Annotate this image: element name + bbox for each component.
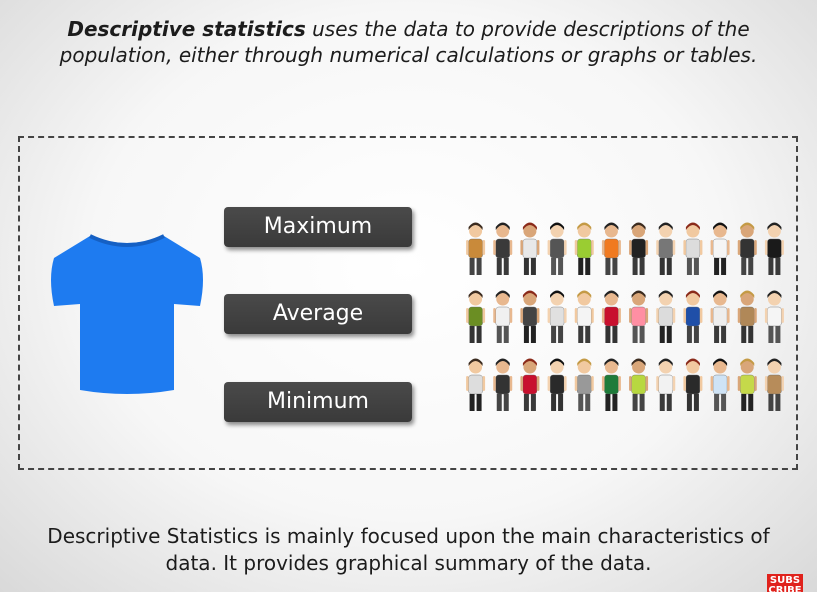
population-illustration [466,222,784,411]
average-label: Average [224,294,412,334]
person-icon [764,290,784,343]
person-icon [574,290,594,343]
person-icon [656,222,676,275]
person-icon [737,290,757,343]
person-icon [764,222,784,275]
person-icon [466,358,486,411]
person-icon [493,290,513,343]
person-icon [574,222,594,275]
intro-text: Descriptive statistics uses the data to … [0,16,817,68]
person-icon [656,358,676,411]
person-icon [737,358,757,411]
person-icon [547,222,567,275]
person-icon [683,222,703,275]
intro-line-1-rest: uses the data to provide descriptions of… [305,17,750,41]
summary-text: Descriptive Statistics is mainly focused… [0,523,817,577]
subscribe-button[interactable]: SUBS CRIBE [767,574,803,592]
person-icon [547,358,567,411]
person-icon [601,290,621,343]
person-icon [710,358,730,411]
person-icon [547,290,567,343]
person-icon [520,290,540,343]
person-icon [493,222,513,275]
person-icon [629,290,649,343]
maximum-label: Maximum [224,207,412,247]
person-icon [737,222,757,275]
intro-bold-term: Descriptive statistics [67,17,306,41]
person-icon [601,358,621,411]
person-icon [710,222,730,275]
person-icon [466,222,486,275]
summary-line-1: Descriptive Statistics is mainly focused… [47,524,770,548]
minimum-label: Minimum [224,382,412,422]
intro-line-1: Descriptive statistics uses the data to … [0,16,817,42]
person-icon [493,358,513,411]
person-icon [574,358,594,411]
person-icon [683,358,703,411]
person-icon [466,290,486,343]
person-icon [656,290,676,343]
person-icon [710,290,730,343]
person-icon [520,222,540,275]
illustration-frame [18,136,798,470]
person-icon [764,358,784,411]
person-icon [629,358,649,411]
person-icon [601,222,621,275]
person-icon [629,222,649,275]
tshirt-icon [51,234,203,394]
summary-line-2: data. It provides graphical summary of t… [165,551,652,575]
person-icon [520,358,540,411]
intro-line-2: population, either through numerical cal… [59,43,758,67]
person-icon [683,290,703,343]
